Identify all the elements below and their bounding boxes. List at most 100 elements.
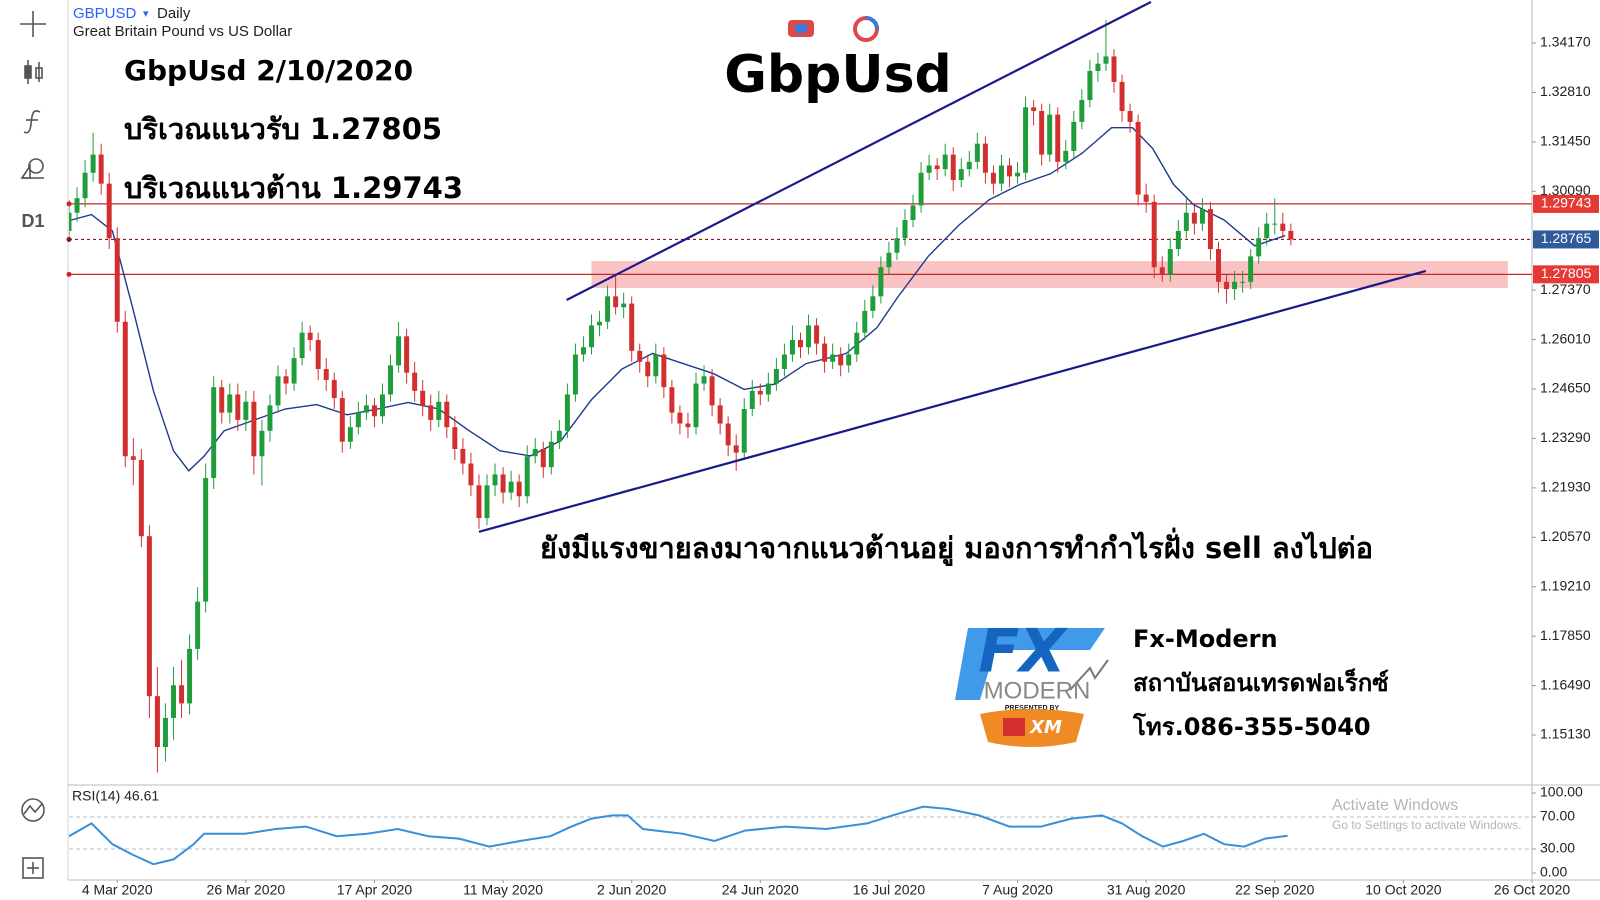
- axes: 1.34170 1.32810 1.31450 1.30090 1.27370 1.260…: [66, 34, 1599, 898]
- x-tick-label: 22 Sep 2020: [1235, 882, 1315, 898]
- logo-broker: XM: [1029, 717, 1062, 738]
- candle-body: [613, 296, 619, 308]
- candle-body: [564, 394, 570, 431]
- candle-body: [822, 343, 828, 362]
- candle-body: [580, 347, 586, 355]
- symbol-dropdown[interactable]: ▾: [143, 8, 149, 20]
- candle-body: [532, 448, 538, 457]
- logo-arrow: [1069, 659, 1109, 691]
- candle-body: [428, 405, 434, 420]
- candle-body: [661, 354, 667, 388]
- candle-body: [380, 394, 385, 417]
- candle-body: [508, 481, 514, 493]
- candle-body: [934, 165, 940, 170]
- candle-body: [436, 401, 442, 420]
- y-tick-label: 1.20570: [1540, 528, 1591, 544]
- candle-body: [122, 321, 128, 457]
- candle-body: [1240, 281, 1246, 283]
- candle-body: [307, 332, 313, 340]
- candle-body: [299, 332, 305, 359]
- candle-body: [653, 354, 659, 377]
- x-tick-label: 2 Jun 2020: [597, 882, 666, 898]
- price-level-anchor: [66, 201, 72, 207]
- x-tick-label: 31 Aug 2020: [1107, 882, 1186, 898]
- candle-body: [235, 394, 241, 420]
- candle-body: [460, 448, 466, 464]
- candle-body: [1280, 223, 1286, 231]
- rsi-plot: [69, 805, 1532, 866]
- candle-body: [444, 401, 450, 428]
- y-tick-label: 1.34170: [1540, 34, 1591, 50]
- candle-body: [219, 387, 225, 413]
- watermark-title: Activate Windows: [1332, 797, 1458, 814]
- candle-body: [1111, 56, 1117, 82]
- candle-body: [677, 412, 683, 424]
- candle-body: [1095, 63, 1101, 71]
- candle-body: [597, 321, 603, 326]
- price-level-anchor: [66, 271, 72, 277]
- symbol-description: Great Britain Pound vs US Dollar: [73, 23, 292, 40]
- logo: FX MODERN PRESENTED BY XM Fx-Modern สถาบ…: [955, 617, 1389, 747]
- candle-body: [162, 717, 168, 748]
- candle-body: [1103, 56, 1109, 64]
- y-tick-label: 1.27370: [1540, 281, 1591, 297]
- candle-body: [998, 165, 1004, 184]
- timeframe: Daily: [157, 5, 191, 22]
- trendline: [566, 0, 1152, 301]
- indicator-tool[interactable]: [23, 110, 41, 134]
- candle-body: [1119, 81, 1125, 111]
- candle-body: [685, 423, 691, 428]
- x-tick-label: 26 Oct 2020: [1494, 882, 1570, 898]
- logo-badge-mark: [1003, 718, 1025, 736]
- candle-body: [114, 238, 120, 322]
- rsi-panel-tool[interactable]: [21, 798, 45, 822]
- candle-body: [1248, 256, 1254, 282]
- objects-tool[interactable]: [20, 158, 44, 179]
- candle-body: [950, 154, 956, 181]
- rsi-title: RSI(14) 46.61: [72, 788, 159, 804]
- candle-body: [1031, 107, 1037, 111]
- crosshair-tool[interactable]: [20, 11, 46, 37]
- brand-tagline: สถาบันสอนเทรดฟอเร็กซ์: [1133, 668, 1389, 697]
- y-tick-label: 1.23290: [1540, 429, 1591, 445]
- candle-body: [814, 325, 820, 344]
- rsi-tick-label: 70.00: [1540, 808, 1575, 824]
- candle-body: [773, 369, 779, 384]
- candle-body: [1183, 212, 1189, 231]
- candle-body: [556, 430, 562, 442]
- candle-body: [725, 423, 731, 446]
- candle-body: [548, 441, 554, 468]
- y-tick-label: 1.19210: [1540, 577, 1591, 593]
- candle-body: [621, 303, 627, 308]
- candle-body: [291, 358, 297, 384]
- candle-body: [862, 310, 868, 333]
- candle-body: [693, 383, 699, 428]
- candle-body: [1191, 212, 1197, 224]
- annotation-date: GbpUsd 2/10/2020: [124, 54, 413, 87]
- candle-body: [974, 143, 980, 162]
- rsi-line: [69, 805, 1288, 866]
- candle-body: [765, 383, 771, 395]
- candle-body: [1232, 281, 1238, 290]
- candle-body: [701, 376, 707, 384]
- brand-name: Fx-Modern: [1133, 625, 1278, 653]
- candle-body: [347, 427, 353, 442]
- candle-body: [363, 405, 369, 413]
- candle-body: [1071, 121, 1077, 151]
- add-panel-tool[interactable]: [22, 857, 44, 879]
- price-level-label: 1.28765: [1541, 230, 1592, 246]
- candle-body: [1055, 114, 1061, 162]
- candle-body: [798, 339, 803, 348]
- candle-body: [966, 161, 972, 170]
- chart-type-tool[interactable]: [24, 60, 43, 84]
- candle-body: [982, 143, 988, 173]
- candle-body: [74, 198, 80, 213]
- candle-body: [733, 445, 739, 453]
- symbol[interactable]: GBPUSD: [73, 5, 137, 22]
- candle-body: [1256, 238, 1262, 257]
- candle-body: [283, 376, 289, 384]
- candle-body: [1079, 100, 1085, 122]
- timeframe-button[interactable]: D1: [21, 211, 44, 231]
- candle-body: [572, 354, 578, 395]
